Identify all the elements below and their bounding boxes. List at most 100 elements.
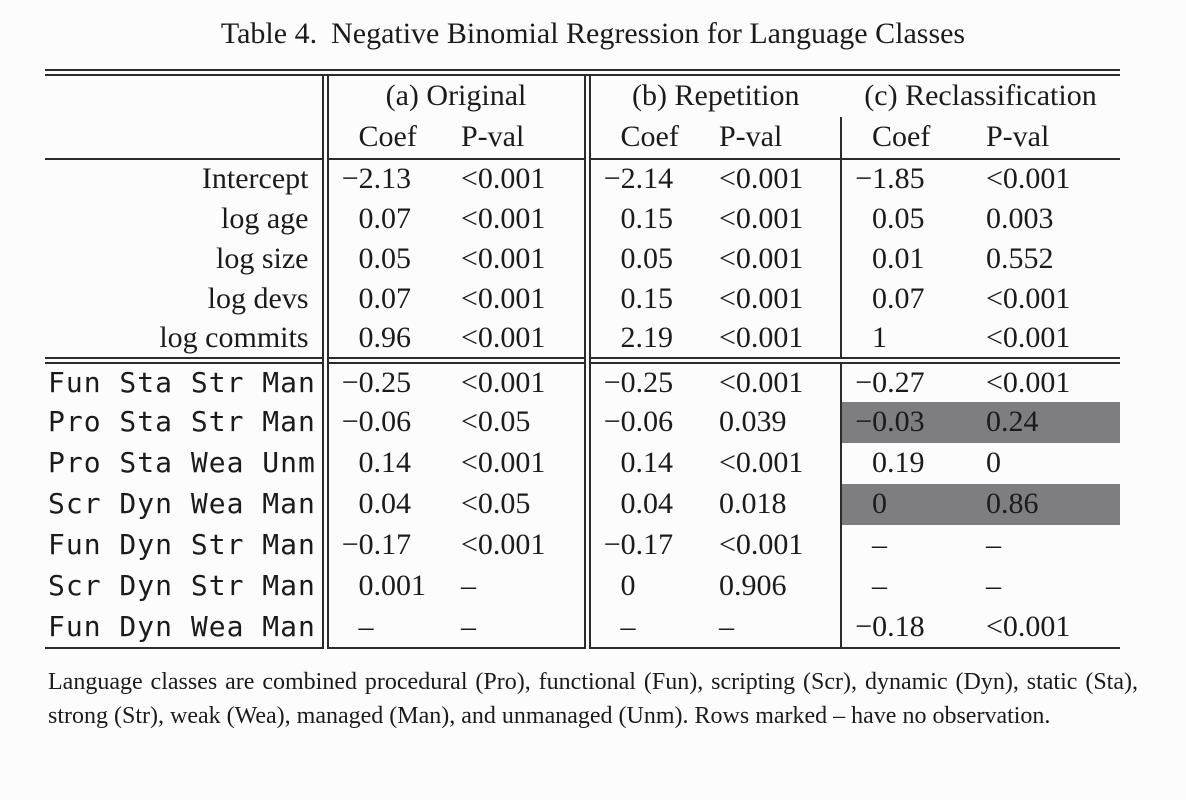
pval-cell: 0.86 <box>981 483 1120 525</box>
table-row: Fun Sta Str Man −0.25 <0.001 −0.25 <0.001 −0.… <box>45 356 1120 402</box>
coef-cell: −1.85 <box>840 158 981 199</box>
pval-cell: <0.001 <box>719 201 804 235</box>
coef-cell: 2.19 <box>583 318 714 360</box>
table-row: Pro Sta Str Man −0.06 <0.05 −0.06 0.039 −0.03… <box>45 401 1120 443</box>
group-header-repetition: (b) Repetition <box>583 69 841 117</box>
pval-cell: 0.906 <box>719 569 787 602</box>
row-label: log commits <box>159 320 309 354</box>
coef-cell: 0.15 <box>583 278 714 319</box>
pval-cell: <0.001 <box>461 201 546 235</box>
pval-cell: <0.001 <box>719 528 804 561</box>
coef-cell: 0.05 <box>321 238 456 279</box>
group-header-original: (a) Original <box>321 69 587 117</box>
coef-cell: −0.17 <box>321 524 456 566</box>
footnote: Language classes are combined procedural… <box>48 668 1138 729</box>
row-label: Pro Sta Wea Unm <box>48 446 316 479</box>
coef-cell: – <box>840 565 981 607</box>
pval-column-header: P-val <box>714 116 841 160</box>
coef-cell: 0.07 <box>321 278 456 319</box>
regression-table: (a) Original (b) Repetition (c) Reclassi… <box>45 69 1120 649</box>
pval-cell: 0 <box>986 446 1001 479</box>
row-label: Fun Dyn Str Man <box>48 528 316 561</box>
pval-cell: <0.001 <box>719 320 804 354</box>
table-row: Pro Sta Wea Unm 0.14 <0.001 0.14 <0.001 0.19 0 <box>45 442 1120 484</box>
table-caption: Negative Binomial Regression for Languag… <box>331 17 966 50</box>
coef-cell: 0 <box>583 565 714 607</box>
coef-column-header: Coef <box>583 116 714 160</box>
coef-cell: 1 <box>840 318 981 360</box>
coef-cell: −0.25 <box>321 356 456 402</box>
pval-cell: 0.24 <box>981 401 1120 443</box>
coef-cell: −0.17 <box>583 524 714 566</box>
coef-cell: 0.04 <box>583 483 714 525</box>
pval-cell: 0.018 <box>719 487 787 520</box>
coef-cell: 0.01 <box>840 238 981 279</box>
coef-cell: −2.13 <box>321 158 456 199</box>
row-label: Fun Dyn Wea Man <box>45 606 325 649</box>
row-label: Scr Dyn Str Man <box>48 569 316 602</box>
table-number: Table 4. <box>220 17 318 50</box>
table-header: (a) Original (b) Repetition (c) Reclassi… <box>45 69 1120 160</box>
pval-cell: <0.05 <box>461 405 531 438</box>
pval-cell: <0.001 <box>461 281 546 315</box>
coef-cell: 0.14 <box>583 442 714 484</box>
table-row: Scr Dyn Str Man 0.001–0 0.906– – <box>45 565 1120 607</box>
coef-cell: 0.07 <box>321 198 456 239</box>
pval-cell: <0.001 <box>986 281 1071 315</box>
coef-column-header: Coef <box>321 116 456 160</box>
pval-cell: <0.05 <box>461 487 531 520</box>
pval-cell: – <box>461 569 476 602</box>
coef-cell: 0.04 <box>321 483 456 525</box>
pval-cell: <0.001 <box>719 241 804 275</box>
table-row: Scr Dyn Wea Man 0.04 <0.05 0.04 0.018 0 0.86 <box>45 483 1120 525</box>
coef-cell: −0.06 <box>321 401 456 443</box>
group-header-reclassification: (c) Reclassification <box>841 69 1120 117</box>
section-language-classes: Fun Sta Str Man −0.25 <0.001 −0.25 <0.001 −0.… <box>45 356 1120 649</box>
coef-cell: – <box>321 606 456 649</box>
coef-cell: – <box>840 524 981 566</box>
coef-cell: 0.001 <box>321 565 456 607</box>
coef-cell: −0.03 <box>840 401 981 443</box>
label-column-subheader <box>45 116 325 160</box>
row-label: log size <box>216 241 309 275</box>
pval-cell: – <box>456 606 587 649</box>
pval-cell: <0.001 <box>461 162 546 195</box>
coef-cell: −0.18 <box>840 606 981 649</box>
pval-cell: 0.039 <box>719 405 787 438</box>
table-row: log size 0.05 <0.001 0.05 <0.001 0.01 0.552 <box>45 238 1120 279</box>
row-label: Intercept <box>201 162 309 195</box>
row-label: log devs <box>207 281 309 315</box>
pval-cell: <0.001 <box>461 446 546 479</box>
pval-column-header: P-val <box>456 116 587 160</box>
coef-cell: −0.27 <box>840 356 981 402</box>
coef-cell: 0 <box>840 483 981 525</box>
pval-cell: <0.001 <box>719 162 804 195</box>
pval-cell: <0.001 <box>981 356 1120 402</box>
table-row: log commits 0.96 <0.001 2.19 <0.001 1 <0.001 <box>45 318 1120 360</box>
coef-cell: 0.05 <box>840 198 981 239</box>
pval-cell: <0.001 <box>719 446 804 479</box>
row-label: log age <box>221 201 309 235</box>
table-row: Fun Dyn Wea Man – – – – −0.18 <0.001 <box>45 606 1120 649</box>
pval-cell: 0.003 <box>986 201 1054 235</box>
pval-cell: <0.001 <box>461 241 546 275</box>
pval-cell: <0.001 <box>461 528 546 561</box>
pval-cell: – <box>986 569 1001 602</box>
row-label: Fun Sta Str Man <box>45 356 325 402</box>
coef-cell: 0.07 <box>840 278 981 319</box>
coef-cell: −0.06 <box>583 401 714 443</box>
table-title: Table 4. Negative Binomial Regression for… <box>0 14 1186 54</box>
pval-column-header: P-val <box>981 116 1120 160</box>
coef-cell: −0.25 <box>583 356 714 402</box>
pval-cell: <0.001 <box>986 320 1071 354</box>
section-model-controls: Intercept −2.13 <0.001 −2.14 <0.001 −1.85 <0.0… <box>45 158 1120 360</box>
pval-cell: <0.001 <box>714 356 841 402</box>
coef-cell: 0.14 <box>321 442 456 484</box>
pval-cell: – <box>714 606 841 649</box>
coef-cell: 0.19 <box>840 442 981 484</box>
pval-cell: 0.552 <box>986 241 1054 275</box>
coef-cell: 0.96 <box>321 318 456 360</box>
coef-cell: 0.05 <box>583 238 714 279</box>
pval-cell: <0.001 <box>719 281 804 315</box>
group-header-row: (a) Original (b) Repetition (c) Reclassi… <box>45 69 1120 117</box>
